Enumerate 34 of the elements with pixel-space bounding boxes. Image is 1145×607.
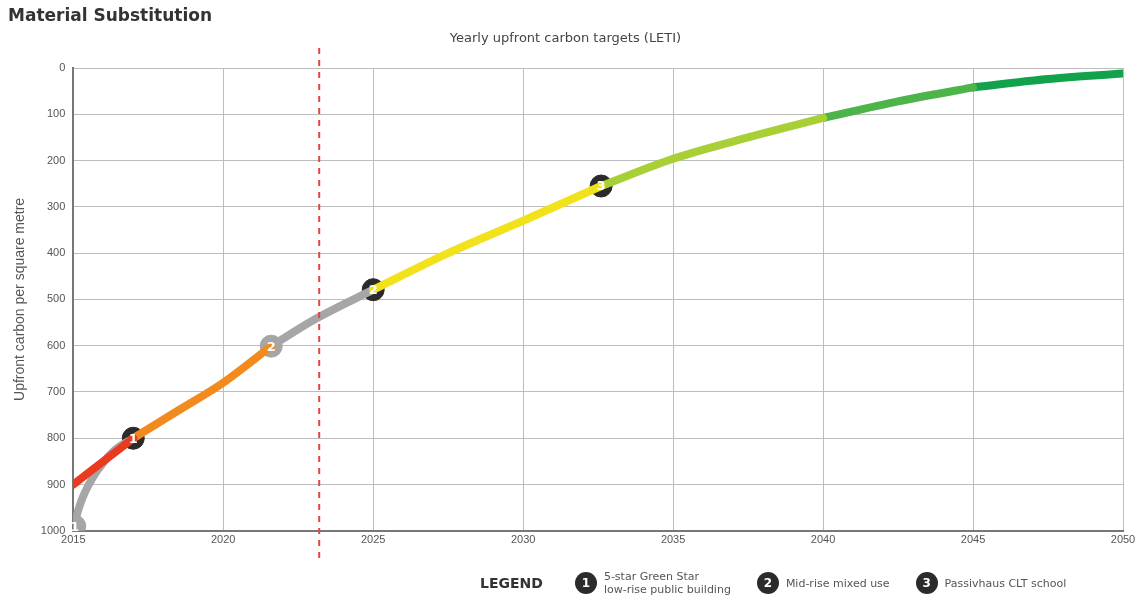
- annotation: 2: [266, 338, 276, 354]
- text: 5-star Green Star low-rise public building: [603, 570, 731, 596]
- y-tick-label: 200: [46, 153, 66, 166]
- y-tick-label: 300: [46, 199, 66, 212]
- y-tick-label: 400: [46, 246, 66, 259]
- numbered-circle-icon: 2: [756, 572, 779, 594]
- y-tick-label: 500: [46, 292, 66, 305]
- y-tick-label: 100: [46, 107, 66, 120]
- x-tick-label: 2020: [210, 533, 236, 546]
- x-tick-label: 2030: [510, 533, 536, 546]
- text: Passivhaus CLT school: [944, 576, 1067, 590]
- x-tick-label: 2025: [360, 533, 386, 546]
- annotation: 1: [70, 518, 80, 534]
- y-tick-label: 800: [46, 431, 66, 444]
- chart-title: Material Substitution: [8, 4, 213, 25]
- numbered-circle-icon: 1: [574, 572, 597, 594]
- numbered-circle-icon: 3: [915, 572, 938, 594]
- y-tick-label: 0: [59, 61, 66, 74]
- y-tick-label: 900: [46, 477, 66, 490]
- x-tick-label: 2015: [61, 533, 86, 546]
- y-tick-label: 700: [46, 384, 66, 397]
- annotation: 2: [368, 282, 378, 298]
- y-tick-label: 1000: [40, 523, 66, 536]
- x-tick-label: 2050: [1110, 533, 1136, 546]
- x-tick-label: 2045: [960, 533, 986, 546]
- x-tick-label: 2035: [660, 533, 686, 546]
- y-axis-title: Upfront carbon per square metre: [11, 197, 28, 401]
- text: Mid-rise mixed use: [785, 576, 890, 590]
- y-tick-label: 600: [46, 338, 66, 351]
- chart-subtitle: Yearly upfront carbon targets (LETI): [448, 29, 682, 45]
- annotation: 3: [596, 178, 606, 194]
- legend-title: LEGEND: [480, 575, 543, 591]
- annotation: 1: [128, 430, 138, 446]
- x-tick-label: 2040: [810, 533, 836, 546]
